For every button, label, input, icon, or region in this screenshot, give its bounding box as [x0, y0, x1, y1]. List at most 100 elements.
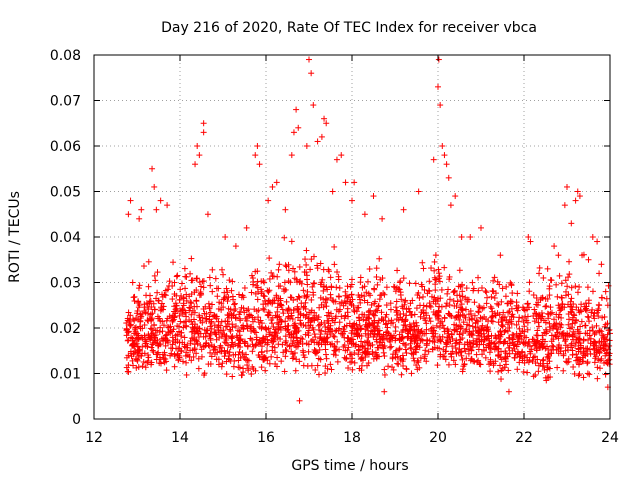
data-point [534, 327, 541, 334]
data-point [306, 309, 313, 316]
data-point [475, 308, 482, 315]
data-point [571, 330, 578, 337]
data-point [323, 303, 330, 310]
data-point [287, 279, 294, 286]
data-point [307, 322, 314, 329]
data-point [316, 346, 323, 353]
data-point [542, 326, 549, 333]
data-point [304, 288, 311, 295]
data-point [271, 336, 278, 343]
data-point [487, 303, 494, 310]
data-point [555, 252, 562, 259]
data-point [333, 346, 340, 353]
x-tick-label: 16 [257, 430, 275, 446]
data-point [218, 266, 225, 273]
data-point [144, 343, 151, 350]
data-point [229, 373, 236, 380]
data-point [575, 372, 582, 379]
data-point [502, 350, 509, 357]
data-point [207, 349, 214, 356]
data-point [223, 371, 230, 378]
data-point [142, 336, 149, 343]
data-point [445, 174, 452, 181]
data-point [523, 334, 530, 341]
data-point [303, 269, 310, 276]
data-point [198, 283, 205, 290]
data-point [160, 337, 167, 344]
data-point [147, 325, 154, 332]
data-point [416, 294, 423, 301]
data-point [596, 327, 603, 334]
data-point [400, 206, 407, 213]
data-point [329, 340, 336, 347]
data-point [572, 197, 579, 204]
data-point [211, 351, 218, 358]
data-point [252, 152, 259, 159]
data-point [281, 279, 288, 286]
data-point [314, 262, 321, 269]
data-point [290, 129, 297, 136]
data-point [311, 317, 318, 324]
plot-frame [93, 54, 611, 420]
data-point [274, 313, 281, 320]
data-point [497, 338, 504, 345]
data-point [479, 305, 486, 312]
data-point [327, 341, 334, 348]
data-point [433, 312, 440, 319]
data-point [234, 327, 241, 334]
data-point [403, 349, 410, 356]
y-tick-label: 0.05 [50, 185, 81, 201]
data-point [495, 301, 502, 308]
data-point [327, 310, 334, 317]
data-point [443, 300, 450, 307]
data-point [174, 322, 181, 329]
data-point [235, 340, 242, 347]
data-point [196, 279, 203, 286]
data-point [153, 206, 160, 213]
data-point [408, 312, 415, 319]
data-point [400, 275, 407, 282]
data-point [493, 334, 500, 341]
data-point [430, 333, 437, 340]
data-point [450, 289, 457, 296]
data-point [562, 277, 569, 284]
data-point [505, 388, 512, 395]
data-point [140, 358, 147, 365]
data-point [516, 359, 523, 366]
data-point [454, 298, 461, 305]
data-point [380, 331, 387, 338]
data-point [344, 283, 351, 290]
data-point [183, 371, 190, 378]
data-point [473, 351, 480, 358]
data-point [226, 277, 233, 284]
data-point [390, 283, 397, 290]
data-point [181, 343, 188, 350]
data-point [548, 277, 555, 284]
data-point [350, 307, 357, 314]
data-point [445, 286, 452, 293]
data-point [289, 340, 296, 347]
data-point [449, 335, 456, 342]
data-point [474, 335, 481, 342]
data-point [397, 278, 404, 285]
data-point [396, 337, 403, 344]
data-point [188, 255, 195, 262]
data-point [355, 314, 362, 321]
data-point [452, 314, 459, 321]
data-point [146, 298, 153, 305]
data-point [560, 367, 567, 374]
data-points [123, 56, 613, 404]
x-tick-label: 12 [85, 430, 103, 446]
data-point [230, 363, 237, 370]
data-point [495, 353, 502, 360]
data-point [183, 323, 190, 330]
data-point [183, 273, 190, 280]
data-point [429, 330, 436, 337]
data-point [183, 359, 190, 366]
data-point [555, 350, 562, 357]
data-point [437, 102, 444, 109]
data-point [553, 333, 560, 340]
data-point [355, 326, 362, 333]
data-point [188, 357, 195, 364]
data-point [141, 308, 148, 315]
